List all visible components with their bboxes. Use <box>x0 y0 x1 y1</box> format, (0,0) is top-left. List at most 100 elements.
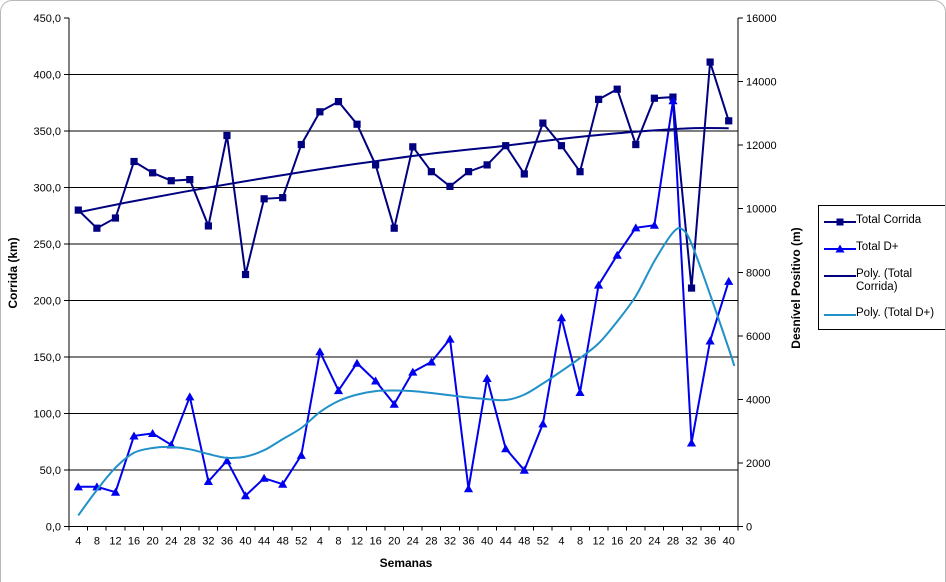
x-axis-tick-label: 8 <box>577 536 583 548</box>
left-axis-tick-label: 50,0 <box>40 465 61 477</box>
marker-triangle-total-d <box>352 358 362 367</box>
marker-triangle-total-d <box>129 431 139 440</box>
marker-square-total-corrida <box>372 161 380 169</box>
x-axis-tick-label: 28 <box>184 536 196 548</box>
marker-triangle-total-d <box>724 276 734 285</box>
trendline-poly-total-d <box>77 227 736 516</box>
marker-square-total-corrida <box>316 108 324 116</box>
marker-triangle-total-d <box>575 388 585 396</box>
right-axis-tick-label: 16000 <box>746 13 777 25</box>
marker-square-total-corrida <box>595 95 603 103</box>
marker-square-total-corrida <box>409 143 417 151</box>
marker-triangle-total-d <box>73 482 83 491</box>
x-axis-tick-label: 52 <box>295 536 307 548</box>
marker-triangle-total-d <box>371 376 381 385</box>
marker-triangle-total-d <box>501 444 511 453</box>
x-axis-tick-label: 4 <box>558 536 564 548</box>
x-axis-tick-label: 16 <box>128 536 140 548</box>
x-axis-tick-label: 48 <box>277 536 289 548</box>
marker-square-total-corrida <box>334 98 343 106</box>
legend-label: Total D+ <box>856 241 899 253</box>
x-axis-tick-label: 40 <box>481 536 493 548</box>
x-axis-tick-label: 28 <box>667 536 679 548</box>
marker-square-total-corrida <box>149 169 157 177</box>
x-axis-tick-label: 20 <box>388 536 400 548</box>
marker-square-total-corrida <box>74 206 82 214</box>
x-axis-tick-label: 44 <box>500 536 512 548</box>
x-axis-tick-label: 40 <box>723 536 735 548</box>
right-axis-tick-label: 14000 <box>746 77 777 89</box>
marker-triangle-total-d <box>519 465 529 474</box>
left-axis-tick-label: 350,0 <box>33 126 61 138</box>
marker-square-total-corrida <box>483 161 491 169</box>
marker-square-total-corrida <box>297 140 305 149</box>
left-axis-tick-label: 100,0 <box>33 409 61 421</box>
right-axis-tick-label: 10000 <box>746 204 777 216</box>
right-axis-tick-label: 6000 <box>746 331 770 343</box>
marker-triangle-total-d <box>426 357 436 366</box>
x-axis-title: Semanas <box>380 556 433 570</box>
marker-triangle-total-d <box>296 450 306 459</box>
marker-triangle-total-d <box>612 250 622 259</box>
marker-square-total-corrida <box>632 140 640 149</box>
left-axis-tick-label: 150,0 <box>33 352 61 364</box>
marker-square-total-corrida <box>427 168 435 176</box>
marker-square-total-corrida <box>167 177 175 185</box>
marker-square-total-corrida <box>93 224 101 232</box>
legend-entry-total-corrida[interactable]: Total Corrida <box>824 214 943 228</box>
trendline-poly-total-corrida <box>78 127 729 214</box>
x-axis-tick-label: 24 <box>165 536 177 548</box>
marker-triangle-total-d <box>538 419 548 428</box>
marker-triangle-total-d <box>556 313 567 322</box>
legend-label: Poly. (Total Corrida) <box>856 268 913 294</box>
marker-triangle-total-d <box>686 438 697 447</box>
x-axis-tick-label: 16 <box>611 536 623 548</box>
right-axis-tick-label: 12000 <box>746 140 777 152</box>
marker-triangle-total-d <box>203 477 213 485</box>
chart-legend[interactable]: Total Corrida Total D+ Poly. (Total Corr… <box>818 205 945 331</box>
marker-triangle-total-d <box>389 399 399 408</box>
marker-triangle-total-d <box>649 220 659 229</box>
marker-triangle-total-d <box>445 334 455 343</box>
left-axis-tick-label: 450,0 <box>33 13 61 25</box>
marker-square-total-corrida <box>725 117 733 125</box>
marker-square-total-corrida <box>520 170 528 178</box>
marker-triangle-total-d <box>315 347 325 356</box>
left-axis-tick-label: 300,0 <box>33 183 61 195</box>
legend-swatch-line <box>824 314 856 317</box>
marker-square-total-corrida <box>186 175 194 184</box>
marker-triangle-total-d <box>333 386 344 395</box>
marker-triangle-total-d <box>705 336 715 345</box>
left-axis-title: Corrida (km) <box>6 237 20 308</box>
marker-square-total-corrida <box>111 214 120 222</box>
x-axis-tick-label: 20 <box>630 536 642 548</box>
right-axis-tick-label: 2000 <box>746 458 770 470</box>
marker-square-total-corrida <box>223 131 231 140</box>
marker-triangle-total-d <box>259 473 269 482</box>
marker-triangle-total-d <box>408 367 418 376</box>
marker-triangle-total-d <box>185 392 195 401</box>
marker-square-total-corrida <box>353 120 361 128</box>
left-axis-tick-label: 200,0 <box>33 296 61 308</box>
x-axis-tick-label: 12 <box>351 536 363 548</box>
x-axis-tick-label: 20 <box>147 536 159 548</box>
x-axis-tick-label: 44 <box>258 536 270 548</box>
legend-entry-total-dplus[interactable]: Total D+ <box>824 241 943 255</box>
right-axis-title: Desnível Positivo (m) <box>789 227 803 348</box>
left-axis-tick-label: 0,0 <box>46 522 61 534</box>
marker-square-total-corrida <box>687 284 696 292</box>
x-axis-tick-label: 32 <box>685 536 697 548</box>
right-axis-tick-label: 8000 <box>746 267 770 279</box>
x-axis-tick-label: 36 <box>704 536 716 548</box>
legend-entry-poly-dplus[interactable]: Poly. (Total D+) <box>824 307 943 321</box>
x-axis-tick-label: 4 <box>317 536 323 548</box>
left-axis-tick-label: 400,0 <box>33 70 61 82</box>
x-axis-tick-label: 12 <box>593 536 605 548</box>
marker-triangle-total-d <box>110 487 121 496</box>
x-axis-tick-label: 32 <box>202 536 214 548</box>
marker-triangle-total-d <box>148 429 158 437</box>
marker-triangle-total-d <box>631 223 641 232</box>
legend-entry-poly-corrida[interactable]: Poly. (Total Corrida) <box>824 268 943 294</box>
